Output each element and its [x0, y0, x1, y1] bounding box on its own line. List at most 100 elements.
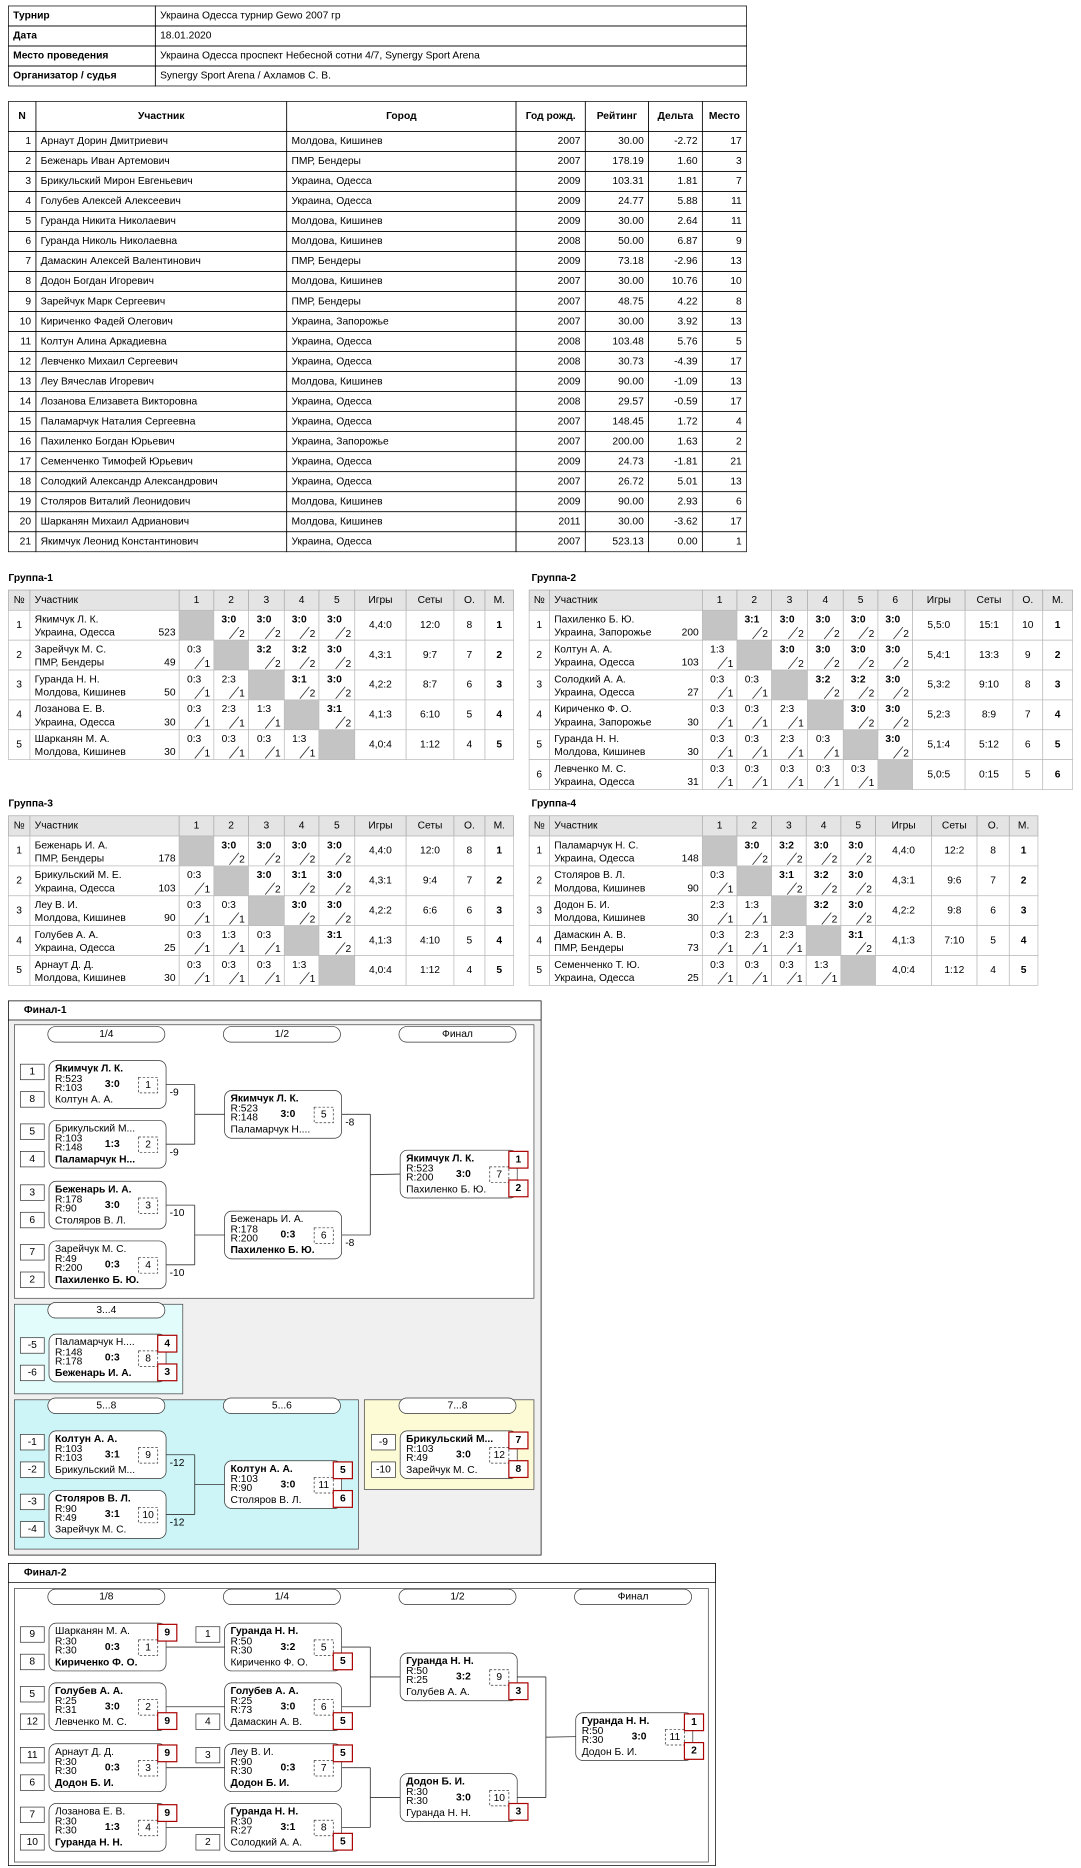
group-points: 10	[1022, 620, 1034, 631]
seed: 5	[29, 1126, 35, 1137]
match-points: 1	[275, 719, 281, 730]
score-slash	[821, 912, 832, 925]
group-cell	[912, 699, 966, 731]
score-slash	[264, 656, 276, 670]
score-slash	[893, 656, 904, 670]
player-name: Пахиленко Б. Ю.	[55, 1275, 139, 1286]
match-score: 3:0	[456, 1449, 471, 1460]
seed: 12	[27, 1716, 39, 1727]
round-label-box	[47, 1026, 166, 1043]
group-cell	[484, 925, 514, 956]
table-cell-text: 4	[736, 416, 742, 427]
group-cell	[1008, 895, 1039, 926]
match-score: 0:3	[187, 960, 202, 971]
loser-next: -12	[170, 1518, 185, 1529]
seed-box	[19, 1271, 45, 1288]
match-score: 3:1	[327, 930, 342, 941]
match-points: 1	[834, 778, 840, 789]
match-points: 1	[275, 974, 281, 985]
table-cell-text: 2007	[558, 316, 581, 327]
table-cell-text: 7	[736, 176, 742, 187]
seed: 2	[29, 1274, 35, 1285]
score-slash	[823, 776, 835, 789]
group-cell	[549, 639, 703, 671]
seed: 8	[29, 1657, 35, 1668]
player-name: Кириченко Ф. О.	[231, 1657, 308, 1668]
table-cell-text: Арнаут Дорин Дмитриевич	[41, 136, 168, 147]
match-score: 0:3	[187, 704, 202, 715]
place-box	[508, 1460, 529, 1479]
player-name: Дамаскин А. В.	[554, 930, 626, 941]
match-points: 2	[903, 689, 909, 700]
final-title: Финал-2	[24, 1568, 67, 1579]
score-slash	[858, 776, 869, 789]
group-cell	[29, 865, 180, 897]
table-cell-text: Гуранда Никита Николаевич	[41, 216, 176, 227]
seed-box	[19, 1747, 45, 1764]
player-city: Украина, Запорожье	[554, 717, 651, 728]
seed-box	[19, 1626, 45, 1643]
player-rating: R:25	[406, 1675, 428, 1686]
match-box	[48, 1743, 167, 1792]
match-points: 2	[869, 689, 875, 700]
group-cell	[29, 955, 180, 986]
score-slash	[299, 971, 310, 985]
match-score: 3:0	[885, 734, 900, 745]
group-row-number: 3	[16, 680, 22, 691]
match-score: 0:3	[780, 764, 795, 775]
group-games: 4,0:4	[369, 965, 392, 976]
group-cell	[1008, 865, 1039, 897]
score-slash	[299, 852, 310, 865]
player-name: Брикульский М...	[55, 1123, 135, 1134]
group-title: Группа-3	[8, 799, 53, 810]
table-cell-text: 13	[730, 476, 742, 487]
score-slash	[335, 882, 346, 895]
match-number: 3	[145, 1200, 151, 1211]
table-cell-text: Якимчук Леонид Константинович	[41, 536, 199, 547]
score-slash	[821, 971, 832, 985]
player-rating: R:50	[582, 1726, 604, 1737]
group-cell	[484, 609, 514, 641]
table-cell-text: 13	[20, 376, 32, 387]
group-points: 8	[990, 846, 996, 857]
match-score: 3:0	[848, 870, 863, 881]
table-cell-text: Украина, Одесса	[291, 396, 372, 407]
table-cell-text: Молдова, Кишинев	[291, 216, 382, 227]
group-cell	[1012, 759, 1044, 790]
group-place: 2	[1021, 876, 1027, 887]
score-slash	[264, 852, 276, 865]
player-name: Солодкий А. А.	[231, 1838, 303, 1849]
table-cell-text: 30.00	[618, 216, 644, 227]
round-label-box	[398, 1588, 517, 1605]
player-rating: R:30	[55, 1826, 77, 1837]
player-name: Зарейчук М. С.	[55, 1525, 126, 1536]
match-points: 2	[345, 629, 351, 640]
match-points: 1	[798, 719, 804, 730]
group-column-header: О.	[1022, 595, 1033, 606]
group-cell	[840, 955, 876, 986]
table-cell-text: Беженарь Иван Артемович	[41, 156, 170, 167]
group-cell	[736, 955, 772, 986]
group-place: 1	[496, 846, 502, 857]
group-column-header: 6	[892, 595, 898, 606]
table-cell-text: 8	[736, 296, 742, 307]
group-cell	[484, 639, 514, 671]
round-label-box	[398, 1026, 517, 1043]
table-cell-text: 29.57	[618, 396, 644, 407]
score-slash	[788, 656, 799, 670]
match-box	[575, 1712, 694, 1761]
seed-box	[195, 1626, 221, 1643]
match-score: 1:3	[105, 1139, 120, 1150]
player-rating: 90	[164, 913, 176, 924]
seed: 10	[27, 1837, 39, 1848]
table-cell-text: 2011	[558, 516, 580, 527]
group-sets: 8:7	[423, 680, 438, 691]
group-points: 7	[990, 876, 996, 887]
table-cell-text: 4	[25, 196, 31, 207]
table-cell-text: 30.00	[618, 136, 644, 147]
match-points: 1	[798, 778, 804, 789]
place: 3	[516, 1807, 522, 1818]
table-cell-text: 523.13	[612, 536, 644, 547]
player-name: Леу В. И.	[231, 1747, 274, 1758]
